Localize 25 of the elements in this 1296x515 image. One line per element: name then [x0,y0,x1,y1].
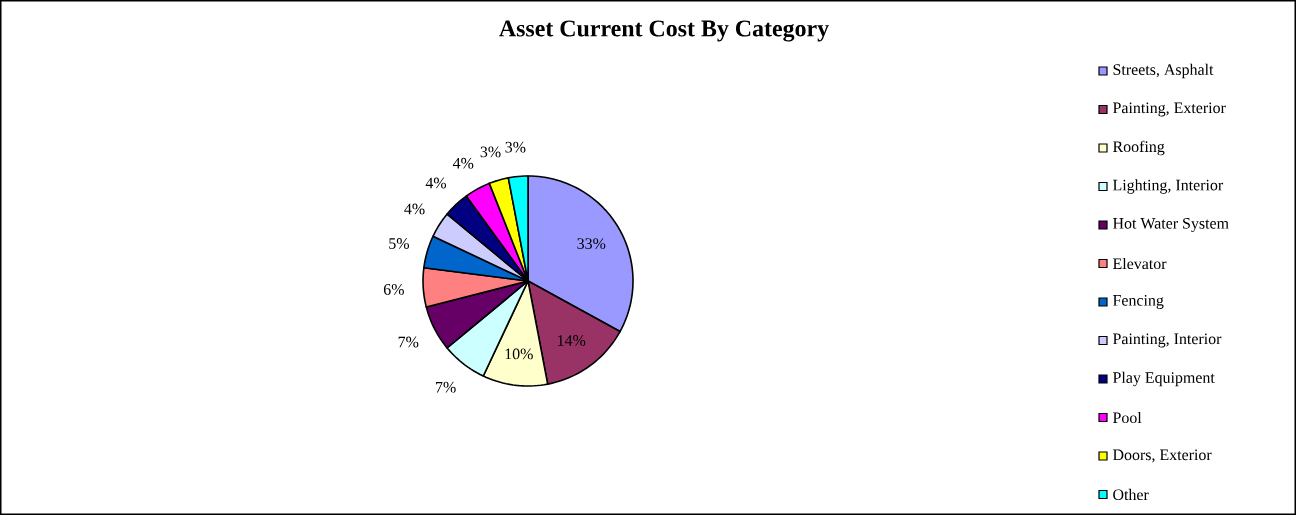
data-label: 3% [480,146,501,158]
chart-title: Asset Current Cost By Category [499,20,829,42]
data-label: 33% [577,238,606,249]
data-label: 3% [505,141,526,153]
legend-label: Painting, Exterior [1112,102,1226,117]
data-label: 14% [558,335,586,346]
data-label: 6% [383,284,404,295]
legend-label: Elevator [1112,257,1167,270]
legend-label: Play Equipment [1112,371,1215,387]
data-label: 10% [505,348,533,360]
data-label: 4% [452,157,474,169]
legend-label: Lighting, Interior [1112,179,1224,194]
legend-label: Fencing [1112,295,1164,309]
legend-label: Painting, Interior [1112,333,1222,348]
legend-label: Roofing [1112,140,1165,156]
data-label: 5% [389,238,410,249]
legend-label: Other [1113,488,1149,501]
legend-label: Pool [1112,411,1142,424]
legend-label: Hot Water System [1112,218,1229,232]
data-label: 7% [436,381,456,393]
data-label: 4% [404,203,425,215]
data-label: 7% [398,336,419,348]
legend-label: Doors, Exterior [1112,449,1212,463]
legend-label: Streets, Asphalt [1113,63,1214,79]
data-label: 4% [425,177,447,189]
